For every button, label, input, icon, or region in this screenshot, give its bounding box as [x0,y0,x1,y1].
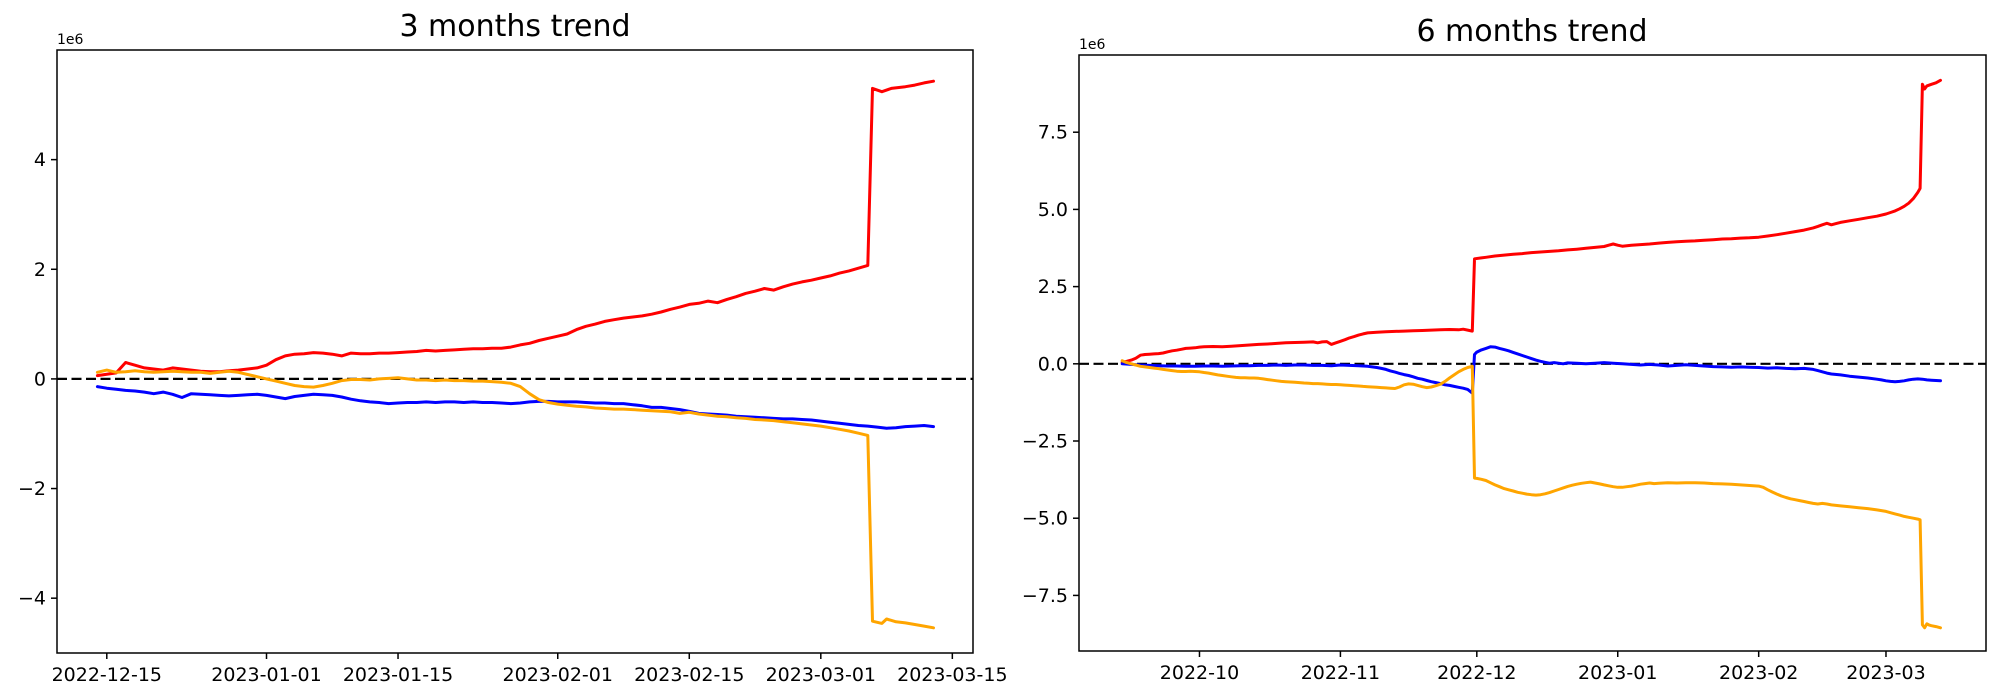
blue-series-line [95,385,935,430]
x-tick-label: 2022-11 [1301,662,1380,684]
y-axis-offset-label-3m: 1e6 [57,32,84,48]
y-tick-label: −5.0 [1022,508,1068,530]
y-tick-label: 0 [34,368,46,390]
y-tick-label: 4 [34,149,46,171]
y-tick-label: 7.5 [1038,122,1068,144]
x-tick-label: 2023-01-01 [211,664,321,686]
red-series-line [95,79,935,378]
x-tick-label: 2023-02-01 [503,664,613,686]
y-tick-label: −4 [18,588,46,610]
x-tick-label: 2022-12-15 [52,664,162,686]
chart-title-6m: 6 months trend [1416,14,1647,49]
red-series-line [1120,78,1942,364]
x-tick-label: 2022-10 [1160,662,1239,684]
chart-3-months-trend: 2022-12-15 2023-01-01 2023-01-15 2023-02-01… [18,49,1008,686]
blue-series-line [1120,345,1942,395]
plot-border [1078,54,1987,652]
y-tick-label: −2.5 [1022,431,1068,453]
y-tick-label: 0.0 [1038,353,1068,375]
chart-6-months-trend: 2022-10 2022-11 2022-12 2023-01 2023-02 2023-… [1022,54,1987,684]
x-tick-label: 2023-03-15 [897,664,1007,686]
x-tick-label: 2023-03-01 [766,664,876,686]
x-tick-label: 2022-12 [1437,662,1516,684]
x-tick-label: 2023-02-15 [634,664,744,686]
y-tick-label: 2.5 [1038,276,1068,298]
y-tick-label: 2 [34,259,46,281]
y-tick-label: 5.0 [1038,199,1068,221]
orange-series-line [95,368,935,630]
x-tick-label: 2023-03 [1846,662,1925,684]
x-tick-label: 2023-02 [1719,662,1798,684]
x-tick-label: 2023-01-15 [343,664,453,686]
chart-title-3m: 3 months trend [399,9,630,44]
y-axis-offset-label-6m: 1e6 [1079,37,1106,53]
orange-series-line [1120,359,1942,630]
x-tick-label: 2023-01 [1578,662,1657,684]
plot-border [56,49,974,654]
y-tick-label: −2 [18,478,46,500]
y-tick-label: −7.5 [1022,585,1068,607]
